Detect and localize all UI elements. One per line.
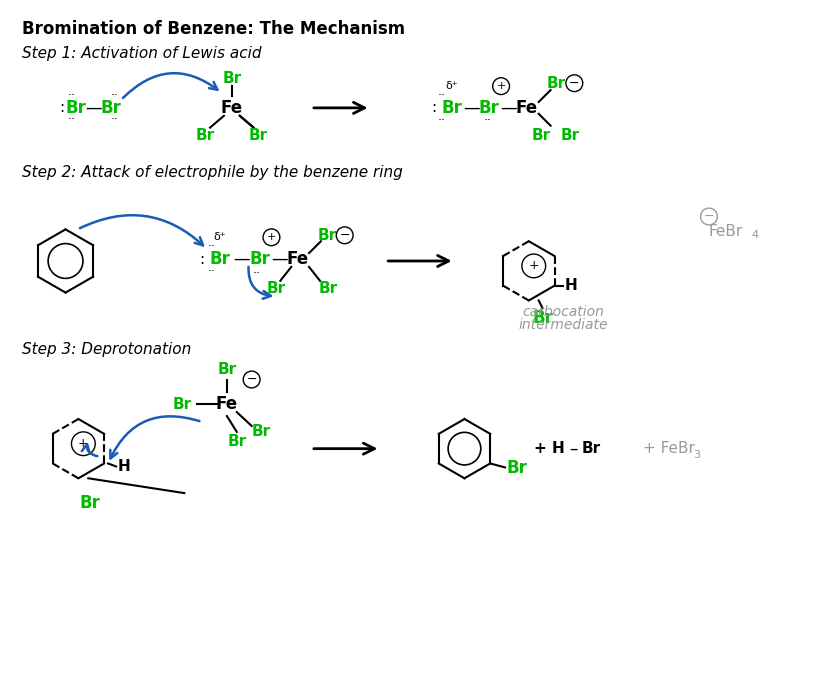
Text: Fe: Fe xyxy=(216,395,238,413)
FancyArrowPatch shape xyxy=(249,267,271,299)
Text: ··: ·· xyxy=(438,88,446,101)
Text: :: : xyxy=(59,101,64,116)
Text: Br: Br xyxy=(561,128,580,143)
Text: + H: + H xyxy=(534,441,564,456)
Text: Br: Br xyxy=(317,228,336,243)
Text: Br: Br xyxy=(218,362,236,377)
Text: −: − xyxy=(246,373,257,386)
Text: Br: Br xyxy=(209,250,231,268)
Text: Fe: Fe xyxy=(286,250,308,268)
FancyArrowPatch shape xyxy=(123,73,218,98)
Text: Br: Br xyxy=(227,435,246,449)
Text: 4: 4 xyxy=(751,231,759,240)
Text: Step 1: Activation of Lewis acid: Step 1: Activation of Lewis acid xyxy=(22,46,261,61)
Text: Br: Br xyxy=(252,424,271,439)
Text: ··: ·· xyxy=(483,114,491,127)
Text: Br: Br xyxy=(532,309,553,327)
Text: —: — xyxy=(501,99,517,117)
Text: H: H xyxy=(565,278,578,293)
Text: intermediate: intermediate xyxy=(518,318,608,333)
Text: δ⁺: δ⁺ xyxy=(213,233,227,242)
Text: Br: Br xyxy=(581,441,601,456)
Text: Br: Br xyxy=(507,460,527,477)
Text: Step 2: Attack of electrophile by the benzene ring: Step 2: Attack of electrophile by the be… xyxy=(22,165,403,180)
Text: H: H xyxy=(118,459,130,474)
Text: +: + xyxy=(78,437,89,450)
Text: —: — xyxy=(233,250,250,268)
Text: :: : xyxy=(431,101,437,116)
Text: —: — xyxy=(85,99,101,117)
Text: Br: Br xyxy=(195,128,215,143)
Text: Fe: Fe xyxy=(516,99,538,117)
Text: Br: Br xyxy=(441,99,462,117)
Text: −: − xyxy=(569,77,579,90)
Text: ··: ·· xyxy=(208,265,216,278)
Text: carbocation: carbocation xyxy=(522,305,604,320)
Text: Fe: Fe xyxy=(221,99,243,117)
Text: FeBr: FeBr xyxy=(709,224,743,239)
FancyArrowPatch shape xyxy=(82,444,97,456)
Text: Br: Br xyxy=(249,128,268,143)
Text: Br: Br xyxy=(547,75,566,90)
Text: ··: ·· xyxy=(68,90,76,103)
Text: ··: ·· xyxy=(208,239,216,253)
Text: −: − xyxy=(704,210,714,223)
Text: ··: ·· xyxy=(111,90,119,103)
Text: +: + xyxy=(267,233,276,242)
Text: Step 3: Deprotonation: Step 3: Deprotonation xyxy=(22,342,191,358)
Text: ··: ·· xyxy=(438,114,446,127)
Text: Br: Br xyxy=(173,396,192,411)
Text: +: + xyxy=(528,259,539,273)
Text: Br: Br xyxy=(532,128,551,143)
Text: ··: ·· xyxy=(253,267,260,280)
Text: −: − xyxy=(339,228,350,242)
Text: Br: Br xyxy=(318,281,337,296)
Text: + FeBr: + FeBr xyxy=(643,441,695,456)
FancyArrowPatch shape xyxy=(110,416,199,458)
Text: 3: 3 xyxy=(693,449,700,460)
Text: Br: Br xyxy=(101,99,121,117)
Text: :: : xyxy=(199,252,204,267)
Text: Br: Br xyxy=(80,494,101,512)
Text: Br: Br xyxy=(479,99,499,117)
Text: —: — xyxy=(463,99,480,117)
Text: –: – xyxy=(569,440,578,458)
Text: Br: Br xyxy=(267,281,286,296)
Text: Bromination of Benzene: The Mechanism: Bromination of Benzene: The Mechanism xyxy=(22,20,405,38)
Text: —: — xyxy=(271,250,288,268)
Text: Br: Br xyxy=(249,250,270,268)
Text: +: + xyxy=(496,81,506,91)
Text: Br: Br xyxy=(66,99,87,117)
FancyArrowPatch shape xyxy=(80,215,203,245)
Text: ··: ·· xyxy=(111,114,119,126)
Text: δ⁺: δ⁺ xyxy=(445,81,458,91)
Text: ··: ·· xyxy=(68,114,76,126)
Text: Br: Br xyxy=(222,71,241,86)
